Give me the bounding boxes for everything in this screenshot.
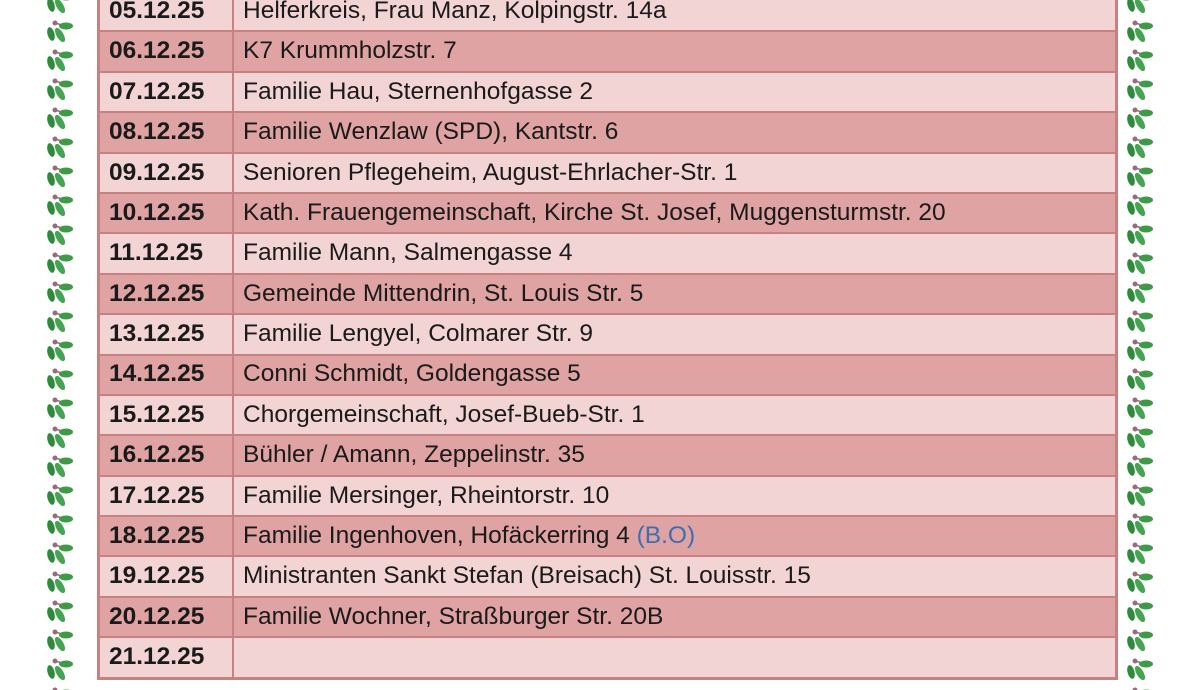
date-cell: 13.12.25: [97, 313, 234, 356]
table-row: 21.12.25: [97, 636, 1118, 680]
host-text: Familie Wochner, Straßburger Str. 20B: [243, 602, 664, 630]
host-text: K7 Krummholzstr. 7: [243, 37, 457, 65]
host-cell: Helferkreis, Frau Manz, Kolpingstr. 14a: [232, 0, 1118, 33]
table-row: 20.12.25 Familie Wochner, Straßburger Str…: [97, 595, 1118, 639]
host-note: (B.O): [636, 522, 696, 550]
table-row: 13.12.25 Familie Lengyel, Colmarer Str. 9: [97, 313, 1118, 356]
date-cell: 12.12.25: [97, 272, 234, 316]
holly-garland-right-icon: [1122, 0, 1156, 690]
host-text: Conni Schmidt, Goldengasse 5: [243, 360, 581, 388]
host-cell: Chorgemeinschaft, Josef-Bueb-Str. 1: [232, 393, 1118, 437]
host-cell: Bühler / Amann, Zeppelinstr. 35: [232, 434, 1118, 477]
host-cell: K7 Krummholzstr. 7: [232, 30, 1118, 73]
date-cell: 17.12.25: [97, 474, 234, 518]
host-text: Familie Ingenhoven, Hofäckerring 4: [243, 522, 637, 550]
table-row: 09.12.25 Senioren Pflegeheim, August-Ehrl…: [97, 151, 1118, 194]
date-cell: 14.12.25: [97, 353, 234, 396]
table-row: 17.12.25 Familie Mersinger, Rheintorstr. …: [97, 474, 1118, 518]
host-text: Familie Lengyel, Colmarer Str. 9: [243, 320, 593, 348]
table-row: 16.12.25 Bühler / Amann, Zeppelinstr. 35: [97, 434, 1118, 477]
date-cell: 18.12.25: [97, 515, 234, 558]
date-cell: 20.12.25: [97, 595, 234, 639]
host-cell: Familie Hau, Sternenhofgasse 2: [232, 70, 1118, 114]
host-text: Chorgemeinschaft, Josef-Bueb-Str. 1: [243, 400, 645, 428]
host-cell: Familie Lengyel, Colmarer Str. 9: [232, 313, 1118, 356]
date-cell: 19.12.25: [97, 555, 234, 598]
host-cell: Ministranten Sankt Stefan (Breisach) St.…: [232, 555, 1118, 598]
table-row: 10.12.25 Kath. Frauengemeinschaft, Kirche…: [97, 191, 1118, 235]
table-row: 05.12.25 Helferkreis, Frau Manz, Kolpings…: [97, 0, 1118, 33]
host-cell: Kath. Frauengemeinschaft, Kirche St. Jos…: [232, 191, 1118, 235]
date-cell: 16.12.25: [97, 434, 234, 477]
date-cell: 09.12.25: [97, 151, 234, 194]
date-cell: 07.12.25: [97, 70, 234, 114]
table-row: 14.12.25 Conni Schmidt, Goldengasse 5: [97, 353, 1118, 396]
host-cell: Familie Wochner, Straßburger Str. 20B: [232, 595, 1118, 639]
date-cell: 06.12.25: [97, 30, 234, 73]
host-text: Gemeinde Mittendrin, St. Louis Str. 5: [243, 279, 644, 307]
host-cell: Senioren Pflegeheim, August-Ehrlacher-St…: [232, 151, 1118, 194]
host-text: Familie Wenzlaw (SPD), Kantstr. 6: [243, 118, 619, 146]
host-text: Familie Mann, Salmengasse 4: [243, 239, 573, 267]
date-cell: 11.12.25: [97, 232, 234, 275]
host-cell: Familie Wenzlaw (SPD), Kantstr. 6: [232, 111, 1118, 154]
host-text: Kath. Frauengemeinschaft, Kirche St. Jos…: [243, 198, 946, 226]
date-cell: 08.12.25: [97, 111, 234, 154]
date-cell: 05.12.25: [97, 0, 234, 33]
host-text: Familie Mersinger, Rheintorstr. 10: [243, 481, 610, 509]
host-text: Ministranten Sankt Stefan (Breisach) St.…: [243, 562, 811, 590]
table-row: 18.12.25 Familie Ingenhoven, Hofäckerring…: [97, 515, 1118, 558]
host-cell: Gemeinde Mittendrin, St. Louis Str. 5: [232, 272, 1118, 316]
date-cell: 10.12.25: [97, 191, 234, 235]
table-row: 19.12.25 Ministranten Sankt Stefan (Breis…: [97, 555, 1118, 598]
date-cell: 21.12.25: [97, 636, 234, 680]
schedule-table-container: 05.12.25 Helferkreis, Frau Manz, Kolpings…: [97, 0, 1118, 680]
host-text: Helferkreis, Frau Manz, Kolpingstr. 14a: [243, 0, 667, 24]
holly-garland-left-icon: [42, 0, 76, 690]
date-cell: 15.12.25: [97, 393, 234, 437]
table-row: 15.12.25 Chorgemeinschaft, Josef-Bueb-Str…: [97, 393, 1118, 437]
host-cell: Familie Mann, Salmengasse 4: [232, 232, 1118, 275]
host-cell: Familie Ingenhoven, Hofäckerring 4 (B.O): [232, 515, 1118, 558]
host-text: Bühler / Amann, Zeppelinstr. 35: [243, 441, 585, 469]
host-text: Familie Hau, Sternenhofgasse 2: [243, 77, 593, 105]
schedule-table: 05.12.25 Helferkreis, Frau Manz, Kolpings…: [97, 0, 1118, 680]
table-row: 07.12.25 Familie Hau, Sternenhofgasse 2: [97, 70, 1118, 114]
table-row: 06.12.25 K7 Krummholzstr. 7: [97, 30, 1118, 73]
host-cell: Familie Mersinger, Rheintorstr. 10: [232, 474, 1118, 518]
table-row: 08.12.25 Familie Wenzlaw (SPD), Kantstr. …: [97, 111, 1118, 154]
table-row: 11.12.25 Familie Mann, Salmengasse 4: [97, 232, 1118, 275]
table-row: 12.12.25 Gemeinde Mittendrin, St. Louis S…: [97, 272, 1118, 316]
host-cell: [232, 636, 1118, 680]
host-text: Senioren Pflegeheim, August-Ehrlacher-St…: [243, 158, 738, 186]
host-cell: Conni Schmidt, Goldengasse 5: [232, 353, 1118, 396]
